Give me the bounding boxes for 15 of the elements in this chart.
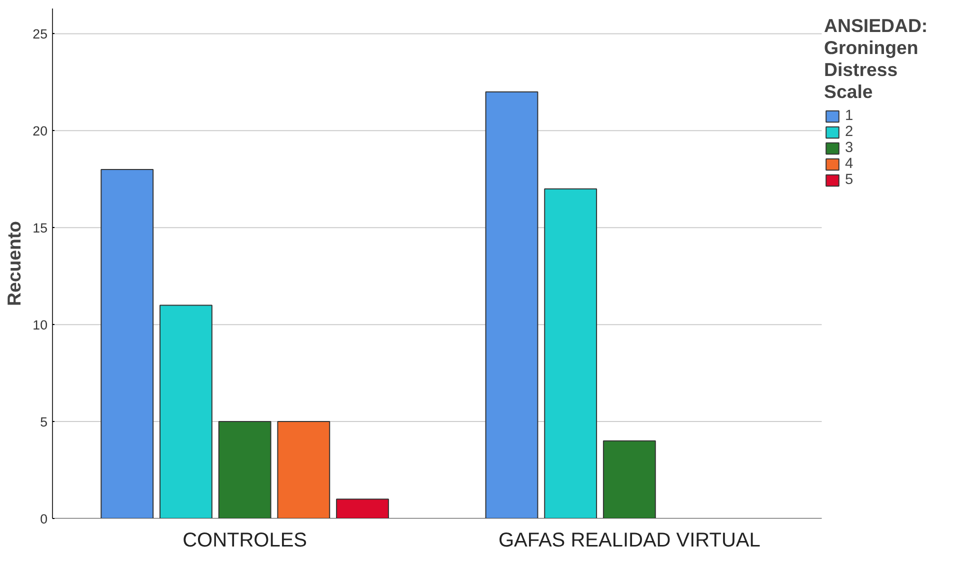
x-tick-label: CONTROLES [182,530,308,552]
legend-label: 4 [845,156,854,172]
legend-label: 3 [845,140,854,156]
y-tick-label: 5 [40,414,48,430]
legend-label: 2 [845,124,854,140]
y-tick-label: 10 [32,318,48,333]
y-tick-label: 0 [40,512,48,526]
y-tick-label: 25 [32,26,48,42]
y-tick-label: 15 [32,220,48,236]
legend-label: 5 [845,172,854,188]
legend-label: 1 [845,108,854,124]
y-tick-label: 20 [32,124,48,139]
x-tick-label: GAFAS REALIDAD VIRTUAL [498,530,760,552]
legend-title: ANSIEDAD: Groningen Distress Scale [824,15,928,103]
y-axis-title: Recuento [4,220,25,306]
